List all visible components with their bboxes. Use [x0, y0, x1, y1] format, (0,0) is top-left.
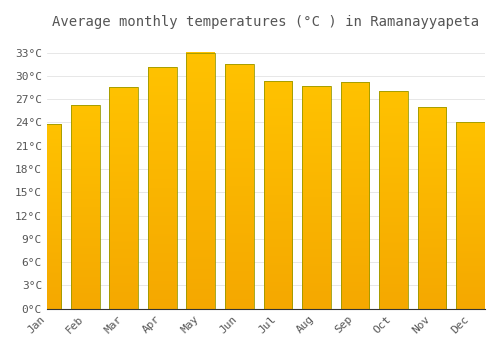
Bar: [418, 107, 446, 309]
Bar: [379, 91, 408, 309]
Bar: [302, 86, 331, 309]
Bar: [110, 87, 138, 309]
Bar: [264, 81, 292, 309]
Title: Average monthly temperatures (°C ) in Ramanayyapeta: Average monthly temperatures (°C ) in Ra…: [52, 15, 480, 29]
Bar: [340, 82, 370, 309]
Bar: [456, 122, 485, 309]
Bar: [71, 105, 100, 309]
Bar: [32, 124, 62, 309]
Bar: [225, 64, 254, 309]
Bar: [186, 52, 216, 309]
Bar: [148, 68, 177, 309]
